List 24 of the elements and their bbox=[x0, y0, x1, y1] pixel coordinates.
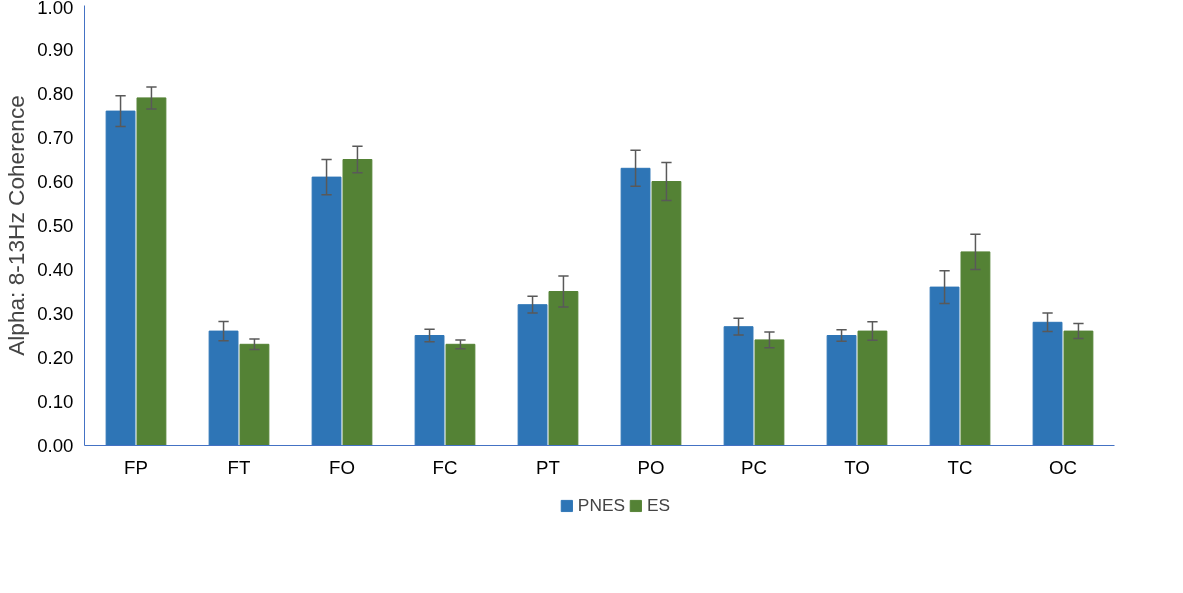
y-tick-label: 0.80 bbox=[37, 83, 74, 104]
y-tick-label: 0.40 bbox=[37, 259, 74, 280]
y-tick-label: 0.70 bbox=[37, 127, 74, 148]
x-tick-label: PC bbox=[741, 456, 767, 478]
y-tick-label: 0.60 bbox=[37, 171, 74, 192]
y-tick-label: 0.30 bbox=[37, 303, 74, 324]
legend-label: ES bbox=[647, 494, 671, 516]
x-tick-label: PT bbox=[536, 456, 560, 478]
x-tick-label: PO bbox=[637, 456, 665, 478]
y-tick-label: 0.00 bbox=[37, 435, 74, 456]
x-tick-label: TC bbox=[947, 456, 973, 478]
y-tick-label: 1.00 bbox=[37, 0, 74, 18]
x-tick-label: TO bbox=[844, 456, 870, 478]
x-tick-label: FT bbox=[227, 456, 251, 478]
y-tick-label: 0.90 bbox=[37, 39, 74, 60]
y-tick-label: 0.10 bbox=[37, 391, 74, 412]
y-tick-label: 0.50 bbox=[37, 215, 74, 236]
legend-label: PNES bbox=[577, 494, 626, 516]
x-tick-label: FC bbox=[432, 456, 458, 478]
y-tick-label: 0.20 bbox=[37, 347, 74, 368]
x-tick-label: FO bbox=[329, 456, 355, 478]
x-tick-label: FP bbox=[124, 456, 148, 478]
y-axis-title: Alpha: 8-13Hz Coherence bbox=[3, 95, 30, 356]
x-tick-label: OC bbox=[1049, 456, 1077, 478]
